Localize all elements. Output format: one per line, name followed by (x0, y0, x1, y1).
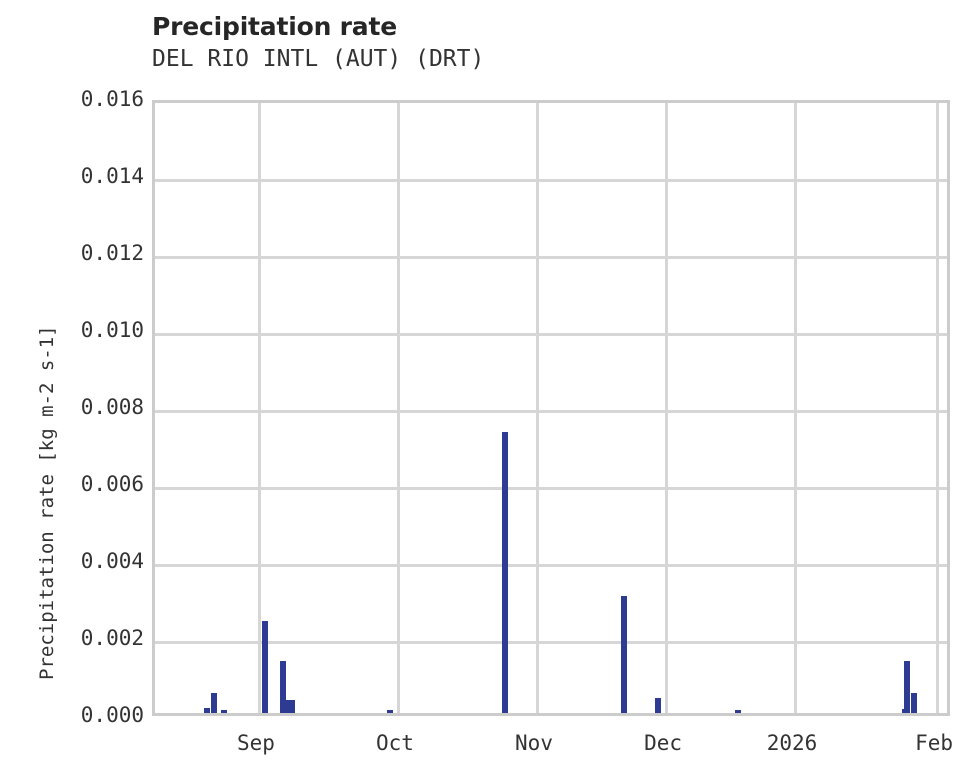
bar (502, 431, 508, 713)
gridline-horizontal (155, 410, 947, 413)
x-axis-tick-label: Feb (915, 731, 953, 755)
gridline-vertical (396, 103, 400, 713)
gridline-vertical (936, 103, 940, 713)
bar (735, 709, 741, 713)
gridline-horizontal (155, 641, 947, 644)
y-axis-tick-label: 0.016 (80, 87, 144, 111)
y-axis-tick-label: 0.000 (80, 703, 144, 727)
y-axis-tick-label: 0.004 (80, 549, 144, 573)
plot-area (152, 100, 950, 716)
bar (654, 698, 661, 713)
bar (221, 709, 228, 713)
x-axis-tick-label: Dec (644, 731, 682, 755)
bar (262, 620, 269, 713)
x-axis-tick-label: Nov (515, 731, 553, 755)
bar (204, 708, 211, 713)
y-axis-tick-label: 0.010 (80, 318, 144, 342)
gridline-vertical (257, 103, 261, 713)
bar (620, 596, 627, 713)
bar (387, 709, 393, 713)
y-axis-tick-labels: 0.000 0.002 0.004 0.006 0.008 0.010 0.012 0.014… (0, 0, 144, 780)
gridline-vertical (665, 103, 669, 713)
gridline-vertical (536, 103, 539, 713)
gridline-horizontal (155, 564, 947, 567)
gridline-horizontal (155, 179, 947, 182)
bar (902, 709, 909, 713)
y-axis-tick-label: 0.008 (80, 395, 144, 419)
x-axis-tick-label: Oct (376, 731, 414, 755)
y-axis-tick-label: 0.014 (80, 164, 144, 188)
gridline-horizontal (155, 333, 947, 336)
gridline-horizontal (155, 487, 947, 490)
gridline-vertical (793, 103, 797, 713)
bar (904, 661, 911, 713)
chart-subtitle: DEL RIO INTL (AUT) (DRT) (152, 46, 485, 72)
y-axis-tick-label: 0.012 (80, 241, 144, 265)
y-axis-tick-label: 0.002 (80, 626, 144, 650)
y-axis-tick-label: 0.006 (80, 472, 144, 496)
page-title: Precipitation rate (152, 12, 397, 41)
gridline-horizontal (155, 256, 947, 259)
x-axis-tick-label: 2026 (766, 731, 818, 755)
bar (280, 661, 286, 713)
bar (285, 700, 295, 713)
bar (911, 692, 918, 713)
x-axis-tick-label: Sep (237, 731, 275, 755)
bar (211, 692, 218, 713)
title-block: Precipitation rate DEL RIO INTL (AUT) (D… (152, 12, 852, 74)
plot-inner (155, 103, 947, 713)
